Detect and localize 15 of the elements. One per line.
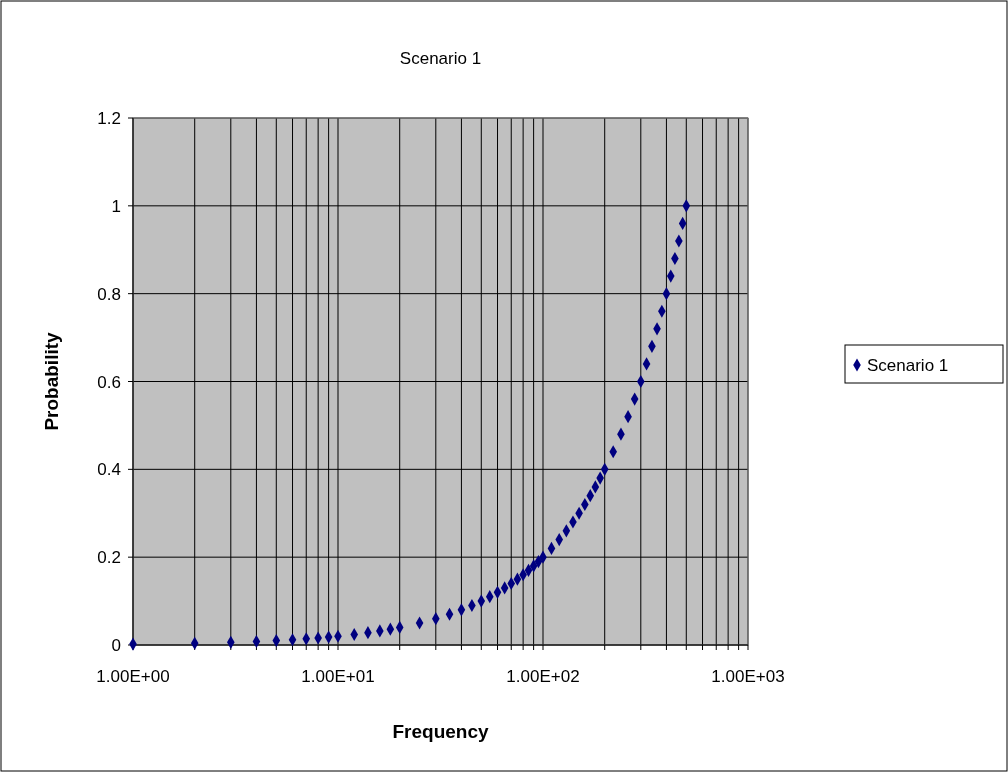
x-axis-title: Frequency <box>392 721 489 742</box>
y-tick-label: 1 <box>111 196 121 216</box>
x-tick-label: 1.00E+01 <box>301 667 375 686</box>
y-tick-label: 0 <box>111 636 121 655</box>
x-tick-label: 1.00E+03 <box>711 667 785 686</box>
legend-label: Scenario 1 <box>867 356 949 375</box>
x-tick-label: 1.00E+00 <box>96 667 170 686</box>
y-tick-label: 0.8 <box>97 284 121 304</box>
y-tick-label: 0.2 <box>97 548 121 568</box>
chart-title: Scenario 1 <box>399 49 482 68</box>
y-tick-label: 0.6 <box>97 372 121 392</box>
y-tick-label: 0.4 <box>97 460 121 480</box>
x-tick-label: 1.00E+02 <box>506 667 580 686</box>
y-tick-label: 1.2 <box>97 109 121 128</box>
y-axis-title: Probability <box>41 331 62 431</box>
